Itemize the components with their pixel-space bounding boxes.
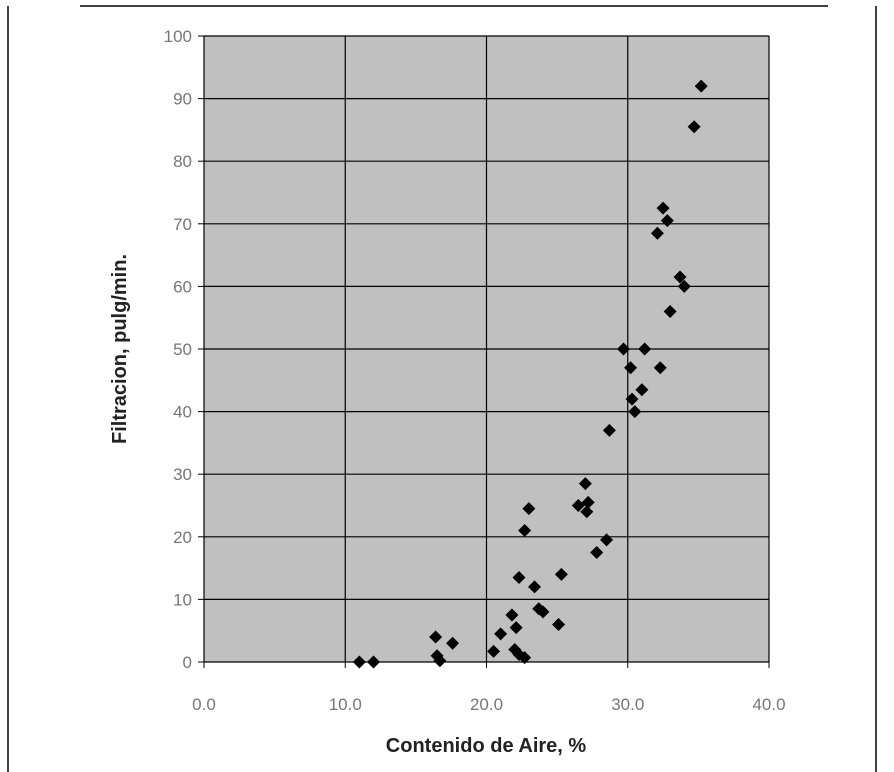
data-point bbox=[602, 423, 616, 437]
x-tick-label: 30.0 bbox=[611, 695, 644, 714]
x-axis-title: Contenido de Aire, % bbox=[386, 735, 587, 757]
data-point bbox=[509, 621, 523, 635]
data-point bbox=[600, 533, 614, 547]
y-tick-label: 80 bbox=[173, 152, 192, 171]
y-tick-label: 10 bbox=[173, 590, 192, 609]
data-point bbox=[487, 644, 501, 658]
data-point bbox=[650, 226, 664, 240]
y-tick-label: 100 bbox=[164, 27, 192, 46]
data-point bbox=[367, 655, 380, 669]
data-point bbox=[663, 304, 677, 318]
data-point bbox=[528, 580, 542, 594]
data-point bbox=[518, 524, 532, 538]
x-tick-label: 0.0 bbox=[192, 695, 216, 714]
data-point bbox=[660, 214, 674, 228]
y-tick-label: 50 bbox=[173, 340, 192, 359]
y-tick-label: 90 bbox=[173, 90, 192, 109]
y-tick-label: 70 bbox=[173, 215, 192, 234]
data-point bbox=[522, 502, 536, 516]
y-axis-tick-labels: 0 10 20 30 40 50 60 70 80 90 100 bbox=[164, 27, 192, 672]
data-point bbox=[433, 654, 447, 668]
data-point bbox=[617, 342, 631, 356]
data-point bbox=[653, 361, 667, 375]
data-point bbox=[635, 383, 649, 397]
data-point bbox=[536, 605, 550, 619]
x-tick-label: 20.0 bbox=[470, 695, 503, 714]
data-point bbox=[578, 477, 592, 491]
data-point bbox=[581, 495, 595, 509]
data-point bbox=[638, 342, 652, 356]
data-point bbox=[494, 627, 508, 641]
data-point bbox=[677, 279, 691, 293]
data-point bbox=[673, 270, 687, 284]
data-point bbox=[624, 361, 638, 375]
data-point bbox=[694, 79, 708, 93]
data-point bbox=[352, 655, 366, 669]
x-axis-tick-labels: 0.0 10.0 20.0 30.0 40.0 bbox=[192, 695, 785, 714]
data-point bbox=[512, 570, 526, 584]
x-tick-label: 10.0 bbox=[329, 695, 362, 714]
data-point bbox=[628, 405, 642, 419]
data-point bbox=[580, 505, 594, 519]
y-tick-label: 20 bbox=[173, 528, 192, 547]
data-point bbox=[518, 651, 532, 665]
y-tick-label: 60 bbox=[173, 277, 192, 296]
data-point bbox=[571, 499, 585, 512]
data-point bbox=[554, 567, 568, 581]
y-axis-title: Filtracion, pulg/min. bbox=[109, 254, 131, 444]
data-point bbox=[446, 636, 460, 650]
data-point bbox=[625, 392, 639, 406]
data-point bbox=[687, 120, 701, 134]
data-point bbox=[429, 630, 443, 644]
y-tick-label: 40 bbox=[173, 403, 192, 422]
x-tick-label: 40.0 bbox=[752, 695, 785, 714]
data-points bbox=[352, 79, 708, 669]
data-point bbox=[505, 608, 519, 622]
data-point bbox=[552, 617, 566, 631]
y-tick-label: 30 bbox=[173, 465, 192, 484]
y-tick-label: 0 bbox=[183, 653, 192, 672]
tick-marks bbox=[198, 35, 770, 668]
data-point bbox=[590, 545, 604, 559]
data-point bbox=[656, 201, 670, 215]
